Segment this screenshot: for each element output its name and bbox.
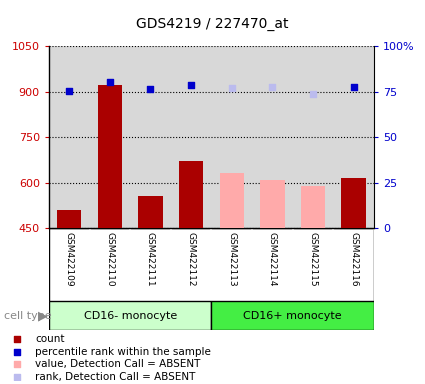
Bar — [57, 210, 81, 228]
Point — [310, 90, 317, 96]
Text: GSM422113: GSM422113 — [227, 232, 236, 287]
Text: GSM422110: GSM422110 — [105, 232, 114, 287]
Text: GDS4219 / 227470_at: GDS4219 / 227470_at — [136, 17, 289, 31]
Bar — [260, 180, 285, 228]
Point — [228, 85, 235, 91]
Bar — [98, 85, 122, 228]
Text: CD16+ monocyte: CD16+ monocyte — [244, 311, 342, 321]
Bar — [341, 178, 366, 228]
Text: value, Detection Call = ABSENT: value, Detection Call = ABSENT — [35, 359, 201, 369]
Point — [283, 320, 290, 326]
Bar — [301, 186, 325, 228]
Text: GSM422109: GSM422109 — [65, 232, 74, 287]
Point — [106, 79, 113, 85]
Text: percentile rank within the sample: percentile rank within the sample — [35, 347, 211, 357]
Text: GSM422114: GSM422114 — [268, 232, 277, 286]
Point — [66, 88, 73, 94]
Bar — [138, 196, 163, 228]
Point — [188, 82, 195, 88]
Bar — [220, 173, 244, 228]
Text: GSM422116: GSM422116 — [349, 232, 358, 287]
Text: count: count — [35, 334, 65, 344]
Point — [269, 84, 276, 90]
Text: rank, Detection Call = ABSENT: rank, Detection Call = ABSENT — [35, 372, 196, 382]
Point — [147, 86, 154, 92]
Text: cell type: cell type — [4, 311, 52, 321]
Bar — [49, 301, 211, 330]
Text: GSM422111: GSM422111 — [146, 232, 155, 287]
Text: ▶: ▶ — [38, 310, 47, 322]
Point — [283, 93, 290, 99]
Text: CD16- monocyte: CD16- monocyte — [84, 311, 177, 321]
Text: GSM422115: GSM422115 — [309, 232, 317, 287]
Point — [350, 84, 357, 90]
Text: GSM422112: GSM422112 — [187, 232, 196, 286]
Point — [283, 207, 290, 213]
Bar — [211, 301, 374, 330]
Bar — [179, 161, 203, 228]
